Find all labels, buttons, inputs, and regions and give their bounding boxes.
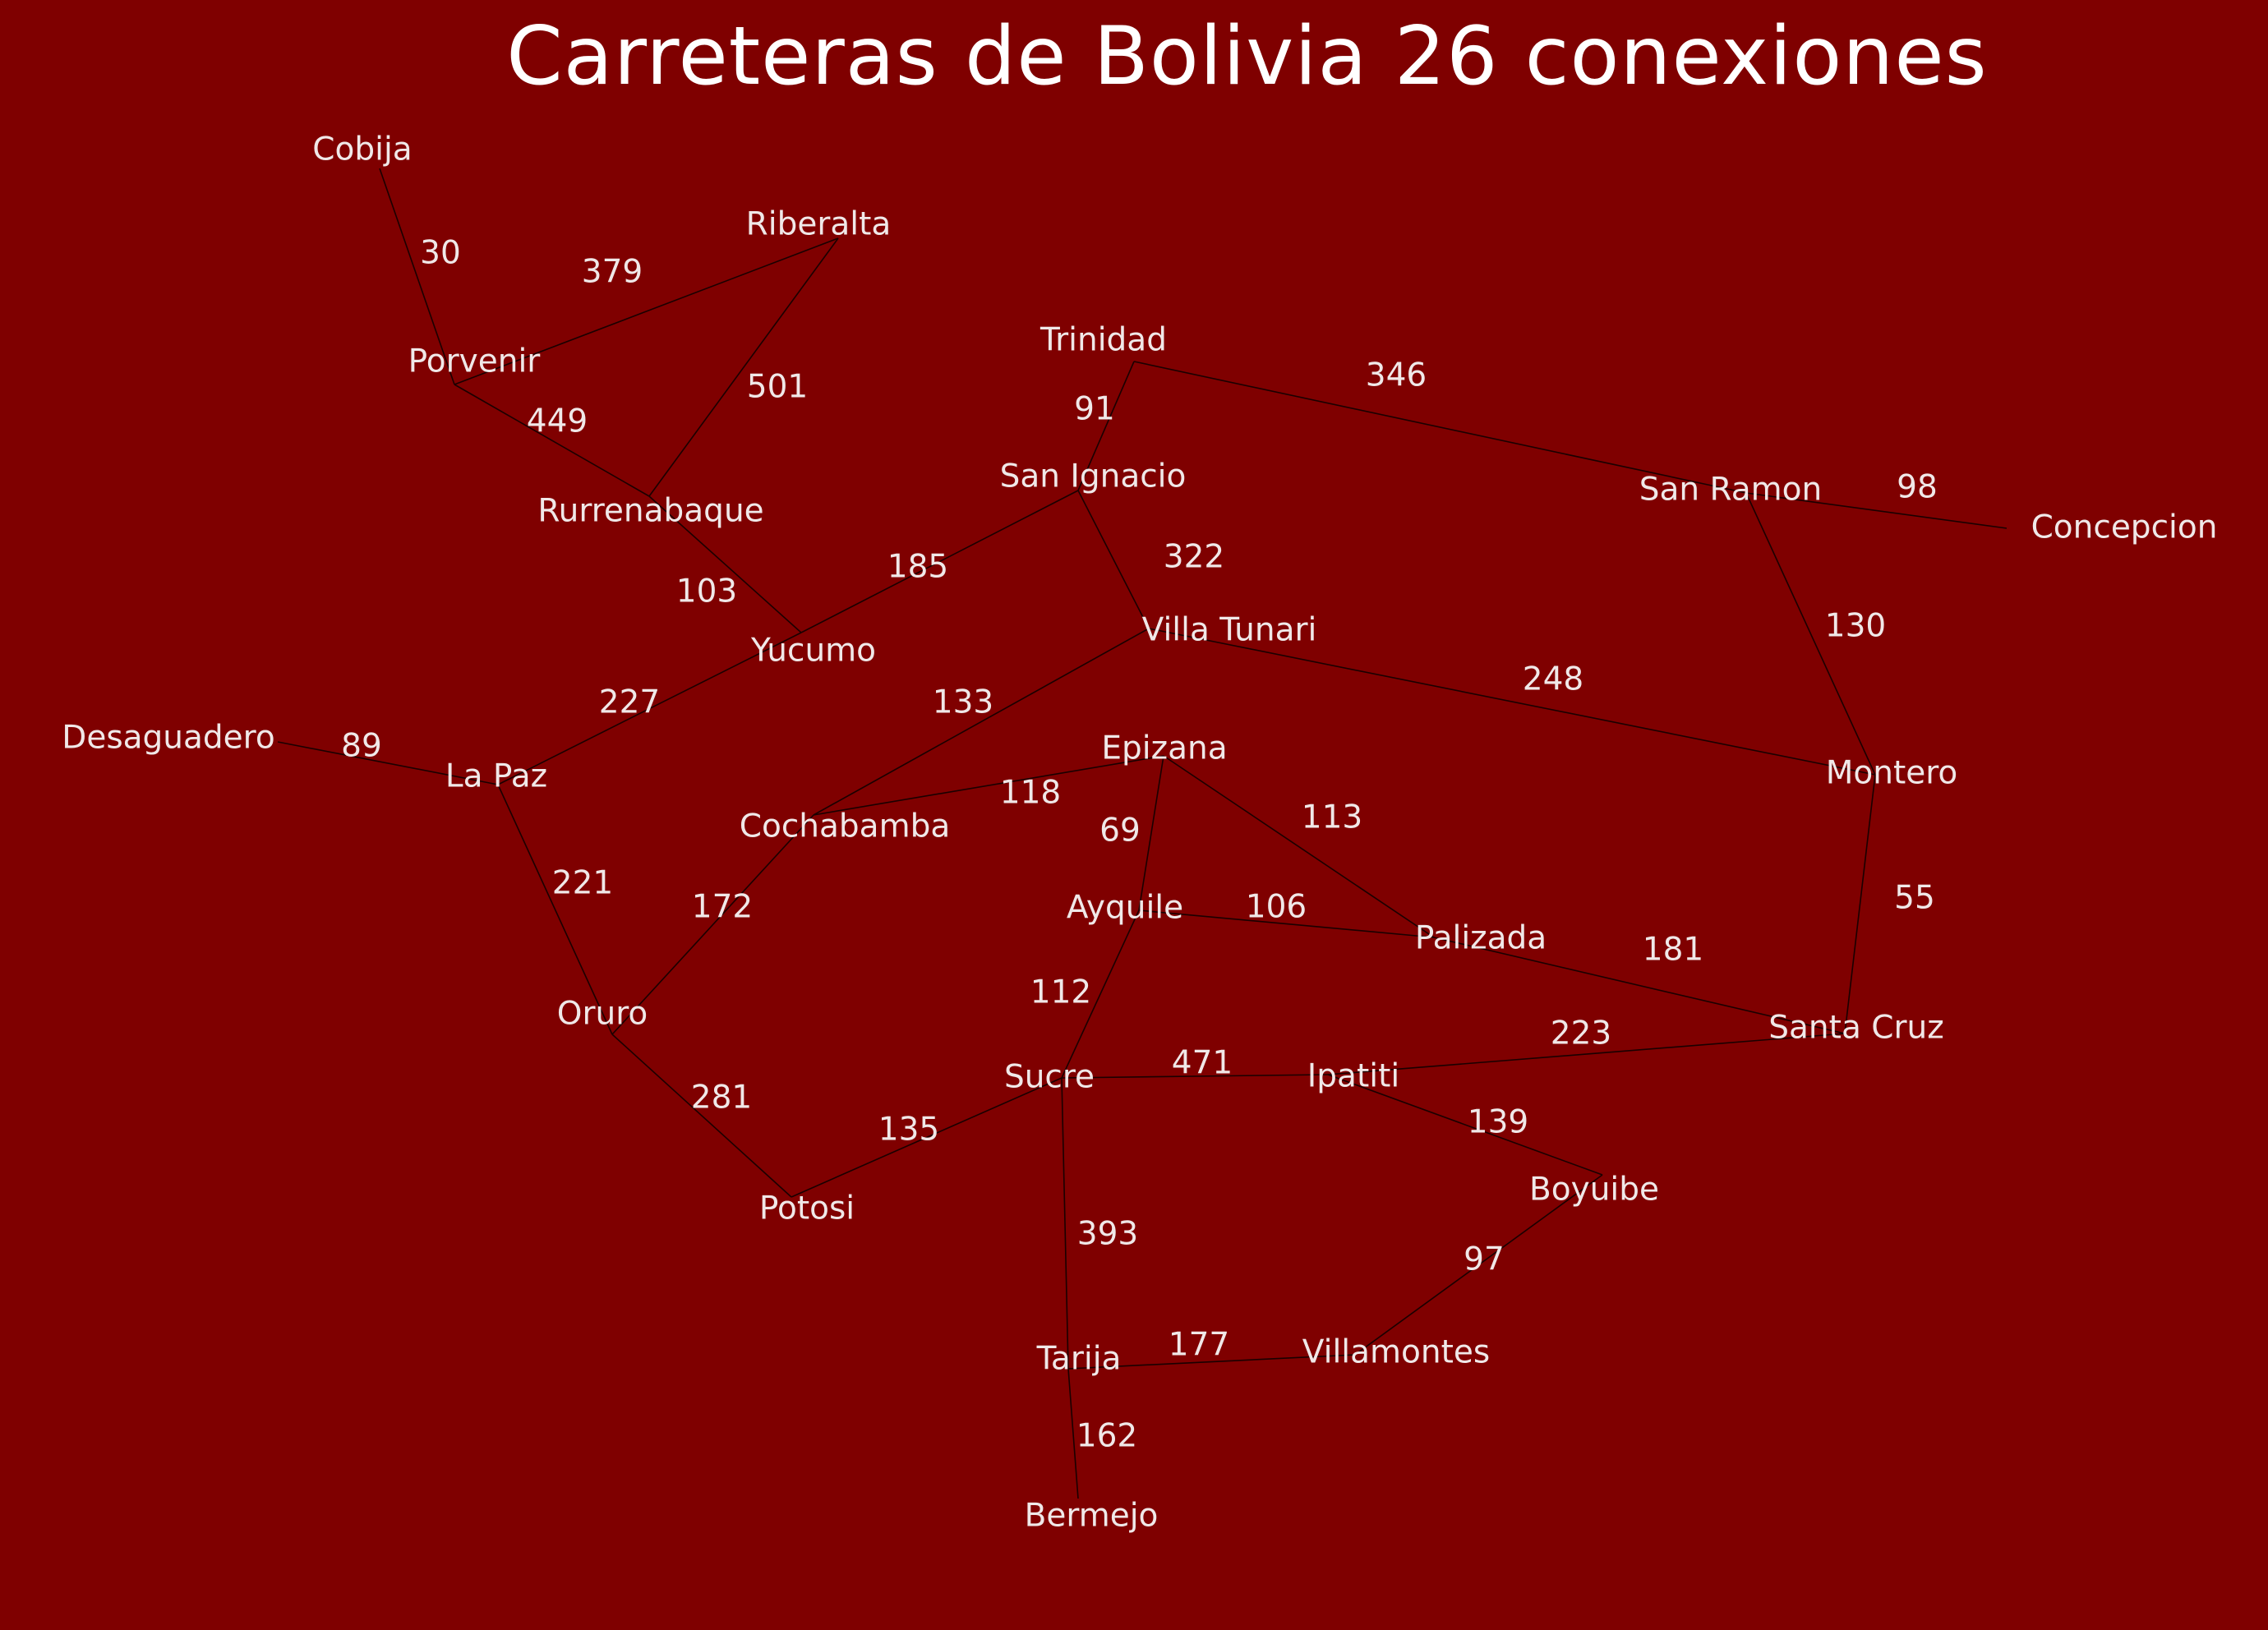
city-node-ipatiti: Ipatiti (1307, 1058, 1399, 1095)
edge-palizada-santa-cruz (1433, 937, 1846, 1034)
city-node-epizana: Epizana (1101, 730, 1227, 767)
edge-distance-label: 248 (1523, 661, 1583, 698)
edge-ayquile-sucre (1061, 909, 1140, 1079)
city-node-cobija: Cobija (312, 131, 412, 168)
edge-epizana-ayquile (1138, 755, 1164, 911)
edge-distance-label: 281 (691, 1080, 752, 1117)
city-node-ayquile: Ayquile (1067, 890, 1183, 927)
city-node-montero: Montero (1826, 755, 1958, 792)
edge-epizana-cochabamba (813, 755, 1164, 816)
nodes-layer: Cobija Riberalta Porvenir Trinidad Rurrenaba… (62, 131, 2217, 1535)
edge-san-ignacio-yucumo (800, 490, 1079, 633)
edge-ayquile-palizada (1138, 909, 1435, 938)
edge-distance-label: 30 (420, 235, 461, 272)
edge-cobija-porvenir (379, 168, 455, 385)
edge-porvenir-riberalta (454, 237, 839, 385)
city-node-concepcion: Concepcion (2031, 509, 2218, 546)
edge-distance-label: 393 (1077, 1216, 1138, 1253)
edge-trinidad-san-ramon (1133, 361, 1747, 494)
edge-distance-label: 177 (1169, 1327, 1229, 1364)
edge-distance-label: 130 (1825, 608, 1886, 645)
edge-sucre-tarija (1061, 1077, 1069, 1370)
edge-distance-label: 135 (878, 1112, 939, 1149)
edge-san-ramon-concepcion (1745, 492, 2008, 529)
edge-sucre-potosi (791, 1077, 1063, 1198)
edge-porvenir-rurrenabaque (454, 384, 650, 497)
edge-distance-label: 221 (552, 865, 613, 902)
edge-villa-tunari-montero (1148, 628, 1876, 776)
edge-distance-label: 106 (1246, 889, 1307, 926)
edge-distance-label: 185 (887, 549, 948, 586)
diagram-title: Carreteras de Bolivia 26 conexiones (506, 10, 1988, 104)
city-node-tarija: Tarija (1036, 1341, 1122, 1378)
edge-distance-label: 91 (1074, 391, 1115, 428)
edge-distance-label: 133 (933, 684, 993, 721)
edge-villa-tunari-cochabamba (813, 628, 1150, 816)
edge-oruro-potosi (611, 1034, 792, 1198)
city-node-palizada: Palizada (1415, 920, 1547, 957)
city-node-villa-tunari: Villa Tunari (1142, 612, 1317, 649)
edge-san-ramon-montero (1745, 492, 1876, 776)
city-node-rurrenabaque: Rurrenabaque (537, 493, 763, 530)
city-node-potosi: Potosi (759, 1190, 855, 1227)
city-node-santa-cruz: Santa Cruz (1768, 1010, 1943, 1047)
edge-distance-label: 501 (747, 369, 808, 406)
edge-distance-label: 97 (1464, 1241, 1505, 1278)
edge-distance-label: 162 (1076, 1418, 1137, 1455)
edge-ipatiti-boyuibe (1327, 1074, 1603, 1176)
city-node-san-ramon: San Ramon (1639, 472, 1822, 509)
edge-sucre-ipatiti (1061, 1074, 1329, 1079)
edge-boyuibe-villamontes (1354, 1174, 1603, 1356)
city-node-sucre: Sucre (1004, 1059, 1095, 1096)
edge-distance-label: 227 (599, 684, 660, 721)
edge-distance-label: 379 (582, 254, 643, 291)
edge-distance-label: 118 (1000, 775, 1061, 812)
edge-distance-label: 223 (1551, 1015, 1611, 1052)
city-node-boyuibe: Boyuibe (1529, 1172, 1659, 1209)
city-node-riberalta: Riberalta (746, 206, 892, 243)
edges-layer (277, 168, 2008, 1499)
city-node-cochabamba: Cochabamba (740, 808, 950, 845)
edge-san-ignacio-villa-tunari (1077, 490, 1150, 629)
edge-tarija-villamontes (1067, 1354, 1356, 1370)
edge-distance-label: 346 (1366, 357, 1427, 394)
edge-distance-label: 69 (1099, 813, 1141, 850)
city-node-oruro: Oruro (557, 996, 648, 1033)
edge-distance-label: 172 (692, 889, 753, 926)
edge-distance-label: 471 (1172, 1045, 1233, 1082)
edge-la-paz-oruro (497, 784, 613, 1035)
edge-distance-label: 322 (1164, 539, 1224, 576)
edge-distance-label: 181 (1643, 932, 1703, 969)
edge-distance-label: 449 (527, 403, 588, 440)
edge-distance-label: 112 (1030, 974, 1091, 1011)
edge-distance-label: 89 (341, 728, 382, 765)
city-node-bermejo: Bermejo (1025, 1498, 1159, 1535)
city-node-porvenir: Porvenir (408, 343, 542, 380)
edge-cochabamba-oruro (611, 814, 814, 1035)
edge-riberalta-rurrenabaque (648, 237, 839, 497)
edge-yucumo-la-paz (497, 632, 802, 785)
edge-montero-santa-cruz (1844, 774, 1876, 1034)
edge-trinidad-san-ignacio (1077, 361, 1135, 491)
city-node-villamontes: Villamontes (1302, 1334, 1490, 1371)
edge-desaguadero-la-paz (277, 741, 499, 785)
edge-distance-label: 113 (1302, 799, 1362, 836)
edge-tarija-bermejo (1067, 1368, 1079, 1499)
edge-distance-label: 55 (1894, 880, 1935, 917)
edge-rurrenabaque-yucumo (648, 495, 802, 633)
edge-santa-cruz-ipatiti (1327, 1033, 1846, 1075)
edge-epizana-palizada (1163, 755, 1435, 938)
edge-distance-label: 139 (1468, 1104, 1528, 1141)
city-node-yucumo: Yucumo (750, 633, 876, 670)
city-node-san-ignacio: San Ignacio (1000, 458, 1187, 495)
city-node-la-paz: La Paz (445, 758, 547, 795)
city-node-desaguadero: Desaguadero (62, 720, 274, 757)
edge-distance-label: 98 (1897, 469, 1938, 506)
edge-distance-label: 103 (676, 573, 737, 610)
city-node-trinidad: Trinidad (1040, 322, 1167, 359)
edge-labels-layer: 30 379 449 501 103 91 346 98 130 185 322 227 133 248 8… (341, 235, 1938, 1455)
